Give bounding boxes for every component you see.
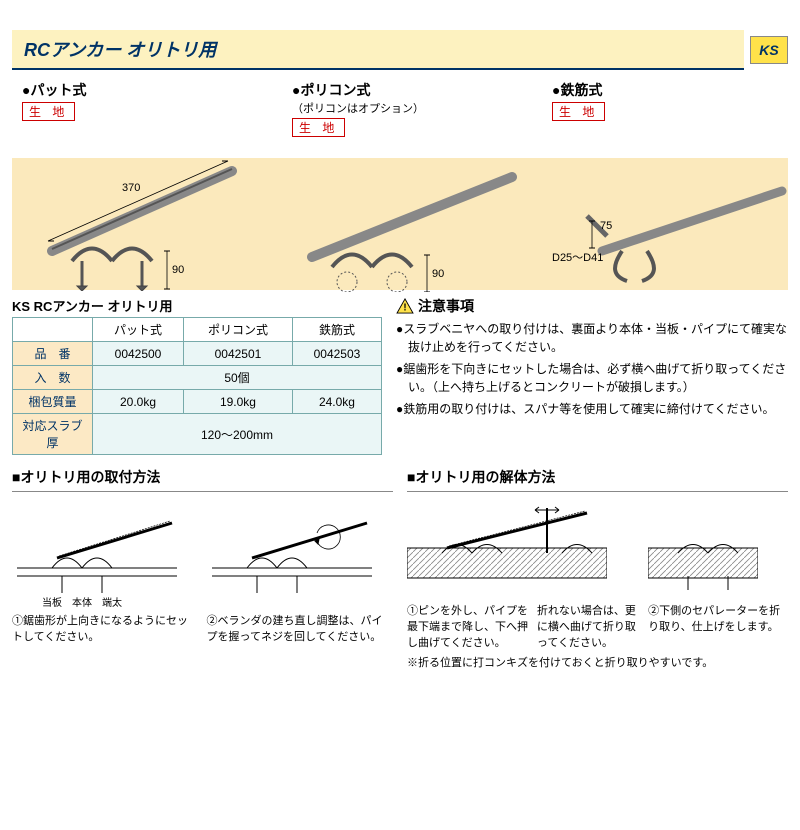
fig1-label: ●パット式 (22, 80, 272, 100)
warning-head: ! 注意事項 (396, 296, 788, 316)
install-step2: ②ベランダの建ち直し調整は、パイプを握ってネジを回してください。 (207, 498, 394, 644)
remove-note: ※折る位置に打コンキズを付けておくと折り取りやすいです。 (407, 654, 788, 670)
spec-r2h: 入 数 (13, 366, 93, 390)
remove-step1: ①ピンを外し、パイプを最下端まで降し、下へ押し曲げてください。 折れない場合は、… (407, 498, 640, 650)
spec-r4h: 対応スラブ厚 (13, 414, 93, 455)
svg-text:!: ! (403, 302, 406, 313)
figures-band: ●パット式 生 地 370 90 ●ポリコン式 （ポリコンはオプション） 生 地 (12, 70, 788, 290)
spec-col1: パット式 (93, 318, 184, 342)
remove-step2: ②下側のセパレーターを折り取り、仕上げをします。 (648, 498, 788, 650)
fig1-h: 90 (172, 264, 184, 276)
spec-title: KS RCアンカー オリトリ用 (12, 296, 382, 315)
fig2-h: 90 (432, 268, 444, 280)
install-box: 当板 本体 端太 ①鋸歯形が上向きになるようにセットしてください。 (12, 491, 393, 644)
warning-icon: ! (396, 298, 414, 314)
warn-item: ●鉄筋用の取り付けは、スパナ等を使用して確実に締付けてください。 (396, 400, 788, 418)
fig2-label: ●ポリコン式 (292, 80, 542, 100)
fig2-drawing: 90 (292, 137, 542, 292)
fig1-drawing: 370 90 (22, 121, 272, 291)
spec-col3: 鉄筋式 (292, 318, 381, 342)
warn-item: ●鋸歯形を下向きにセットした場合は、必ず横へ曲げて折り取ってください。（上へ持ち… (396, 360, 788, 396)
fig2-sub: （ポリコンはオプション） (292, 100, 542, 116)
remove-box: ①ピンを外し、パイプを最下端まで降し、下へ押し曲げてください。 折れない場合は、… (407, 491, 788, 650)
warn-item: ●スラブベニヤへの取り付けは、裏面より本体・当板・パイプにて確実な抜け止めを行っ… (396, 320, 788, 356)
figure-rebar: ●鉄筋式 生 地 75 D25～D41 (552, 80, 800, 294)
page-title: RCアンカー オリトリ用 (12, 30, 744, 70)
fig1-len: 370 (122, 182, 140, 194)
fig1-badge: 生 地 (22, 102, 75, 121)
figure-pat: ●パット式 生 地 370 90 (22, 80, 272, 294)
install-step1: 当板 本体 端太 ①鋸歯形が上向きになるようにセットしてください。 (12, 498, 199, 644)
svg-text:当板 本体 端太: 当板 本体 端太 (42, 596, 122, 608)
install-head: ■オリトリ用の取付方法 (12, 467, 393, 487)
spec-col2: ポリコン式 (184, 318, 293, 342)
fig3-h: 75 (600, 220, 612, 232)
warning-list: ●スラブベニヤへの取り付けは、裏面より本体・当板・パイプにて確実な抜け止めを行っ… (396, 320, 788, 418)
brand-logo: KS (750, 36, 788, 64)
fig3-badge: 生 地 (552, 102, 605, 121)
fig3-drawing: 75 D25～D41 (552, 121, 792, 291)
figure-polycon: ●ポリコン式 （ポリコンはオプション） 生 地 90 (292, 80, 542, 295)
remove-head: ■オリトリ用の解体方法 (407, 467, 788, 487)
fig3-label: ●鉄筋式 (552, 80, 800, 100)
spec-r3h: 梱包質量 (13, 390, 93, 414)
fig2-badge: 生 地 (292, 118, 345, 137)
spec-table: パット式 ポリコン式 鉄筋式 品 番 0042500 0042501 00425… (12, 317, 382, 455)
spec-r1h: 品 番 (13, 342, 93, 366)
fig3-d: D25～D41 (552, 252, 603, 264)
